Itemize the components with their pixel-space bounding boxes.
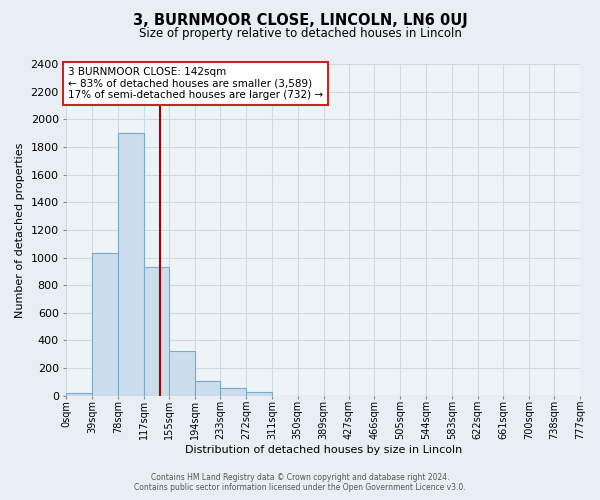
Bar [246, 392, 272, 396]
Text: Contains HM Land Registry data © Crown copyright and database right 2024.
Contai: Contains HM Land Registry data © Crown c… [134, 473, 466, 492]
Text: Size of property relative to detached houses in Lincoln: Size of property relative to detached ho… [139, 28, 461, 40]
Bar [144, 267, 169, 396]
Bar [220, 388, 246, 396]
Bar [194, 380, 220, 396]
X-axis label: Distribution of detached houses by size in Lincoln: Distribution of detached houses by size … [185, 445, 462, 455]
Bar [67, 393, 92, 396]
Bar [118, 133, 144, 396]
Bar [92, 254, 118, 396]
Text: 3, BURNMOOR CLOSE, LINCOLN, LN6 0UJ: 3, BURNMOOR CLOSE, LINCOLN, LN6 0UJ [133, 12, 467, 28]
Y-axis label: Number of detached properties: Number of detached properties [15, 142, 25, 318]
Bar [169, 351, 194, 396]
Text: 3 BURNMOOR CLOSE: 142sqm
← 83% of detached houses are smaller (3,589)
17% of sem: 3 BURNMOOR CLOSE: 142sqm ← 83% of detach… [68, 67, 323, 100]
